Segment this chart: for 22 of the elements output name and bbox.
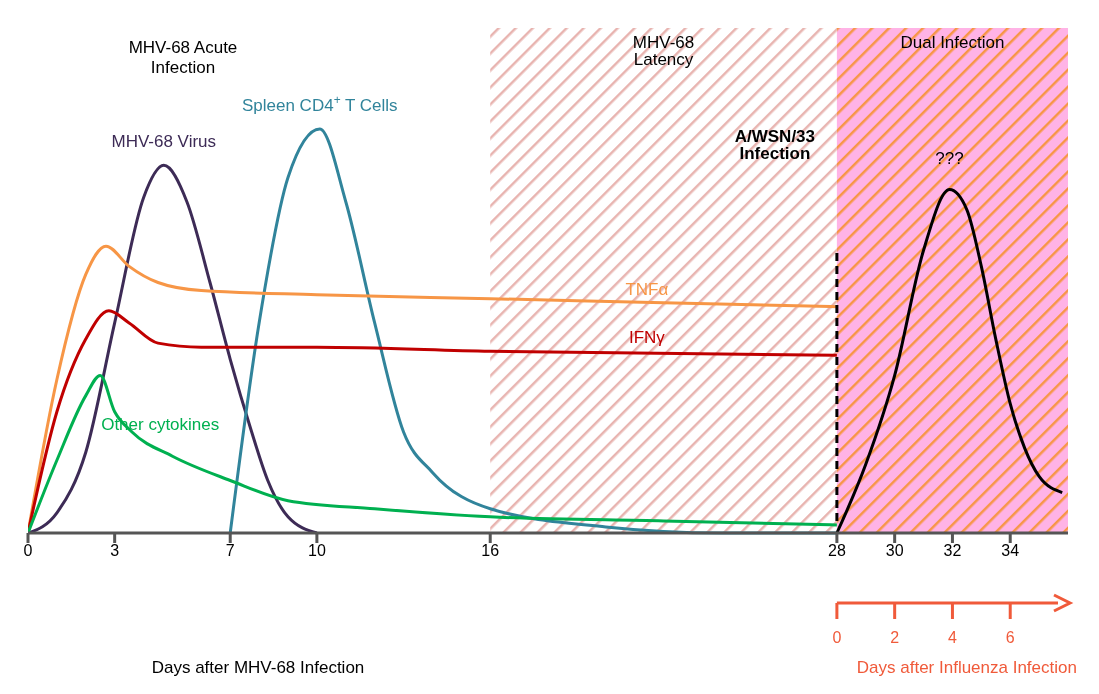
x-axis-title: Days after MHV-68 Infection xyxy=(151,658,365,677)
series-label: TNFα xyxy=(625,279,669,299)
x2-tick-label: 6 xyxy=(1005,629,1015,646)
ref-line-label: A/WSN/33 Infection xyxy=(734,127,816,164)
series-label: Spleen CD4$^{+}$ T Cells xyxy=(241,93,398,115)
x-tick-label: 32 xyxy=(943,542,962,560)
series-label: IFNγ xyxy=(628,328,666,348)
x-tick-label: 3 xyxy=(110,542,120,560)
x2-tick-label: 0 xyxy=(832,629,842,646)
x2-axis-title: Days after Influenza Infection xyxy=(856,658,1077,677)
text: MHV-68 Acute Infection xyxy=(127,38,239,78)
x2-tick-label: 2 xyxy=(890,629,900,646)
series-label: MHV-68 Virus xyxy=(111,132,217,152)
x-tick-label: 0 xyxy=(23,542,33,560)
x-tick-label: 7 xyxy=(225,542,235,560)
x-tick-label: 16 xyxy=(481,542,500,560)
x-tick-label: 28 xyxy=(827,542,846,560)
x-tick-label: 10 xyxy=(307,542,326,560)
band-label: MHV-68 Latency xyxy=(632,33,695,70)
x-tick-label: 30 xyxy=(885,542,904,560)
x2-tick-label: 4 xyxy=(947,629,957,646)
x-tick-label: 34 xyxy=(1001,542,1020,560)
